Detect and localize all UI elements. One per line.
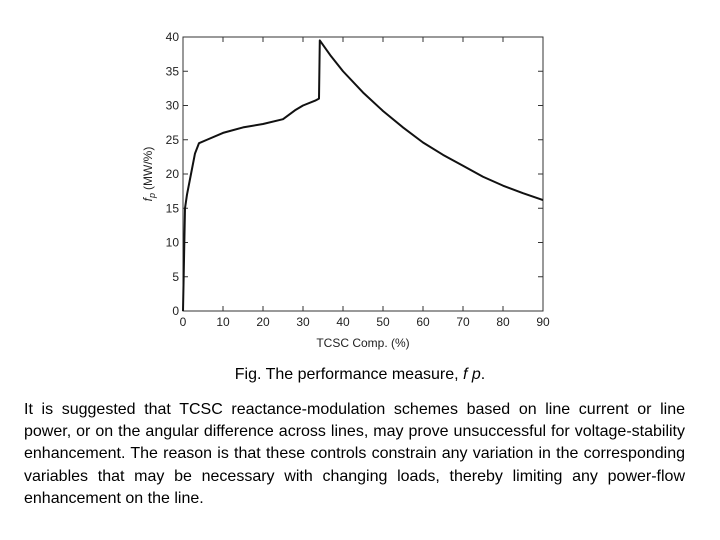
y-axis-title-unit: (MW/%) (141, 147, 155, 190)
x-tick-label: 10 (216, 315, 230, 329)
y-tick-label: 30 (166, 99, 180, 113)
body-paragraph: It is suggested that TCSC reactance-modu… (24, 401, 685, 507)
caption-variable: f p (463, 366, 481, 383)
x-tick-label: 50 (376, 315, 390, 329)
x-tick-label: 40 (336, 315, 350, 329)
plot-frame (182, 36, 544, 312)
y-tick-label: 15 (166, 201, 180, 215)
series-line (182, 39, 544, 312)
y-tick-label: 25 (166, 133, 180, 147)
y-tick-label: 35 (166, 64, 180, 78)
y-tick-label: 40 (166, 30, 180, 44)
x-tick-label: 80 (496, 315, 510, 329)
y-axis-title-main: f (141, 196, 155, 201)
y-tick-label: 5 (172, 270, 179, 284)
x-tick-label: 0 (180, 315, 187, 329)
caption-prefix: Fig. The performance measure, (234, 366, 459, 383)
x-tick-label: 90 (536, 315, 550, 329)
y-tick-label: 20 (166, 167, 180, 181)
y-axis-title-subscript: p (147, 193, 157, 199)
x-tick-label: 60 (416, 315, 430, 329)
y-axis-title: fp (MW/%) (141, 147, 157, 202)
axis-ticks (182, 36, 544, 312)
x-tick-label: 20 (256, 315, 270, 329)
performance-chart: 0 10 20 30 40 50 60 70 80 90 0 5 10 15 20 25 30 35 40 TCSC… (141, 30, 550, 350)
y-tick-label: 10 (166, 236, 180, 250)
figure-caption: Fig. The performance measure, f p. (0, 366, 720, 384)
axis-tick-labels: 0 10 20 30 40 50 60 70 80 90 0 5 10 15 20 25 30 35 40 (166, 30, 550, 329)
x-axis-title: TCSC Comp. (%) (316, 336, 409, 350)
y-tick-label: 0 (172, 304, 179, 318)
caption-suffix: . (480, 366, 486, 383)
x-tick-label: 30 (296, 315, 310, 329)
x-tick-label: 70 (456, 315, 470, 329)
